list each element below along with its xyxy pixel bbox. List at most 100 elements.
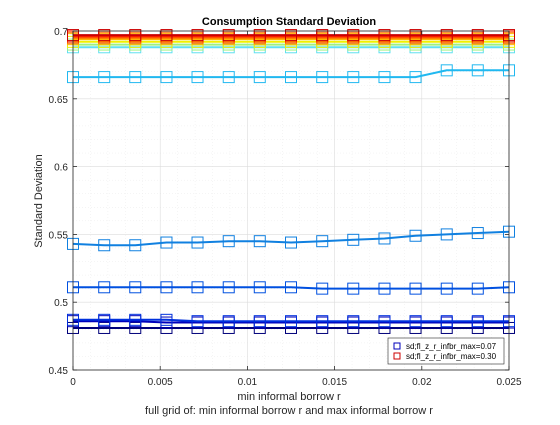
data-point xyxy=(409,229,422,242)
data-point xyxy=(471,315,484,328)
data-point xyxy=(253,29,266,42)
data-point xyxy=(129,321,142,334)
data-point xyxy=(409,71,422,84)
data-point xyxy=(129,313,142,326)
data-point xyxy=(471,227,484,240)
data-point xyxy=(285,236,297,249)
data-point xyxy=(129,71,142,84)
data-point xyxy=(222,235,235,248)
chart-title: Consumption Standard Deviation xyxy=(202,16,376,28)
series-line xyxy=(73,320,509,324)
legend-label: sd;fl_z_r_infbr_max=0.07 xyxy=(406,342,497,351)
data-point xyxy=(222,29,235,42)
data-point xyxy=(160,29,173,42)
data-point xyxy=(347,29,360,42)
series-line xyxy=(73,318,509,323)
data-point xyxy=(440,29,453,42)
data-point xyxy=(129,29,142,42)
data-point xyxy=(285,315,297,328)
y-tick-label: 0.5 xyxy=(54,298,68,309)
series-6 xyxy=(67,64,515,84)
legend-marker xyxy=(393,352,401,360)
data-point xyxy=(347,282,360,295)
data-point xyxy=(98,239,111,252)
x-tick-label: 0.025 xyxy=(496,377,521,388)
data-point xyxy=(471,29,484,42)
x-tick-label: 0.01 xyxy=(238,377,258,388)
legend-marker xyxy=(393,342,401,350)
y-tick-label: 0.55 xyxy=(49,230,69,241)
x-tick-label: 0 xyxy=(70,377,76,388)
data-point xyxy=(440,282,453,295)
y-tick-label: 0.7 xyxy=(54,27,68,38)
data-point xyxy=(378,71,391,84)
data-point xyxy=(316,282,329,295)
series-line xyxy=(73,69,509,79)
data-point xyxy=(129,281,142,294)
data-point xyxy=(378,29,391,42)
plot-area xyxy=(73,31,509,370)
data-point xyxy=(98,313,111,326)
data-point xyxy=(347,233,360,246)
data-point xyxy=(98,71,111,84)
data-point xyxy=(191,281,204,294)
data-point xyxy=(285,281,297,294)
data-point xyxy=(440,315,453,328)
data-point xyxy=(253,315,266,328)
x-tick-label: 0.015 xyxy=(322,377,347,388)
data-point xyxy=(378,282,391,295)
legend-label: sd;fl_z_r_infbr_max=0.30 xyxy=(406,352,497,361)
series-line xyxy=(72,230,510,247)
data-point xyxy=(253,281,266,294)
data-point xyxy=(160,313,173,326)
data-point xyxy=(316,315,329,328)
data-point xyxy=(98,321,111,334)
x-tick-label: 0.005 xyxy=(148,377,173,388)
data-point xyxy=(253,235,266,248)
axes-box xyxy=(72,30,510,371)
data-point xyxy=(316,71,329,84)
data-point xyxy=(471,282,484,295)
data-point xyxy=(316,235,329,248)
data-point xyxy=(378,232,391,245)
data-point xyxy=(440,228,453,241)
data-point xyxy=(222,315,235,328)
legend-entry: sd;fl_z_r_infbr_max=0.30 xyxy=(393,352,497,361)
data-point xyxy=(253,71,266,84)
data-point xyxy=(191,71,204,84)
data-point xyxy=(222,71,235,84)
series-5 xyxy=(67,225,515,252)
data-point xyxy=(409,315,422,328)
y-tick-label: 0.65 xyxy=(49,95,69,106)
data-point xyxy=(191,29,204,42)
data-point xyxy=(98,29,111,42)
data-point xyxy=(191,315,204,328)
data-point xyxy=(160,281,173,294)
data-point xyxy=(347,71,360,84)
data-point xyxy=(440,64,453,77)
data-point xyxy=(129,239,142,252)
x-axis-subtitle: full grid of: min informal borrow r and … xyxy=(145,405,433,417)
y-axis-label: Standard Deviation xyxy=(33,154,45,248)
legend-entries: sd;fl_z_r_infbr_max=0.07sd;fl_z_r_infbr_… xyxy=(393,342,497,361)
series-group xyxy=(67,29,515,334)
data-point xyxy=(98,281,111,294)
data-point xyxy=(316,29,329,42)
x-tick-label: 0.02 xyxy=(412,377,432,388)
data-point xyxy=(285,29,297,42)
series-13 xyxy=(67,29,515,42)
data-point xyxy=(347,315,360,328)
data-point xyxy=(191,236,204,249)
x-axis-label: min informal borrow r xyxy=(237,391,341,403)
axis-ticks: 0 0.005 0.01 0.015 0.02 0.025 0.45 0.5 0.55 0.6 0.… xyxy=(49,27,522,388)
data-point xyxy=(160,236,173,249)
data-point xyxy=(222,281,235,294)
data-point xyxy=(285,71,297,84)
legend-entry: sd;fl_z_r_infbr_max=0.07 xyxy=(393,342,497,351)
data-point xyxy=(409,282,422,295)
data-point xyxy=(378,315,391,328)
y-tick-label: 0.45 xyxy=(49,366,69,377)
data-point xyxy=(471,64,484,77)
